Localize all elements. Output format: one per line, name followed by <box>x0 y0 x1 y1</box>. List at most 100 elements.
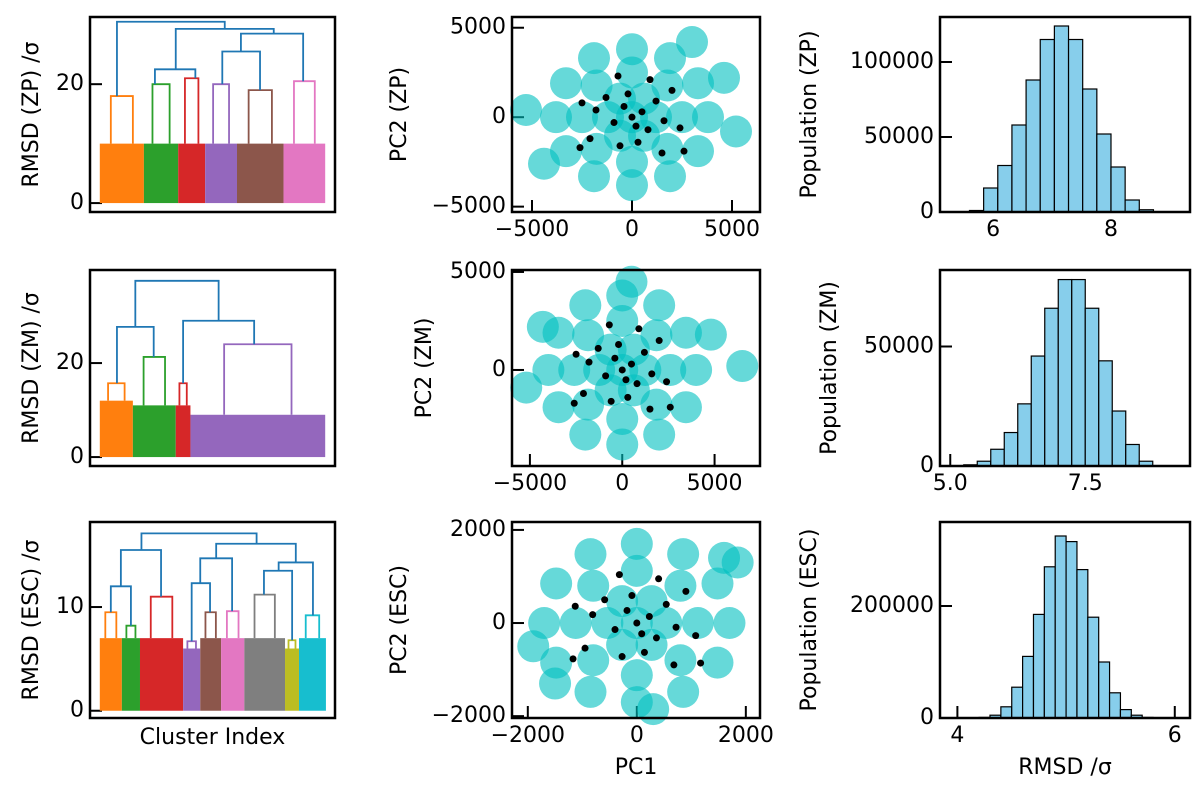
point <box>510 94 542 127</box>
x-tick-label: 5000 <box>687 471 743 496</box>
link <box>174 27 275 70</box>
point <box>645 613 653 621</box>
point <box>570 399 578 407</box>
bar <box>1082 88 1098 213</box>
point <box>571 602 579 610</box>
point <box>574 538 607 571</box>
bar <box>1098 360 1113 467</box>
point <box>651 132 684 165</box>
y-axis-label: PC2 (ESC) <box>387 565 412 675</box>
point <box>540 101 572 134</box>
link <box>240 32 305 82</box>
point <box>667 538 700 571</box>
point <box>658 149 666 157</box>
point <box>602 372 610 380</box>
point <box>616 169 648 202</box>
point <box>648 370 656 378</box>
x-tick-label: 6 <box>1168 723 1182 748</box>
point <box>620 554 653 587</box>
point <box>632 122 640 130</box>
point <box>637 693 670 726</box>
x-tick-label: 5.0 <box>933 471 968 496</box>
link <box>134 279 220 327</box>
y-axis-label: Population (ZM) <box>817 281 842 455</box>
point <box>572 350 580 358</box>
leaf-block <box>237 143 284 204</box>
x-tick-label: 0 <box>615 471 629 496</box>
link <box>215 542 297 563</box>
y-tick-label: 0 <box>70 190 84 215</box>
panel: 0 20 RMSD (ZP) /σ <box>19 15 337 215</box>
leaf-block <box>190 414 326 458</box>
y-tick-label: 50000 <box>864 124 934 149</box>
point <box>614 72 622 80</box>
x-tick-label: −5000 <box>493 471 567 496</box>
point <box>605 321 613 329</box>
point <box>528 147 560 180</box>
y-tick-label: 0 <box>492 610 506 635</box>
point <box>589 611 597 619</box>
leaf-block <box>99 400 133 458</box>
bar <box>1025 79 1041 213</box>
leaf-block <box>132 405 176 458</box>
point <box>646 76 654 84</box>
y-tick-label: 20 <box>56 350 84 375</box>
point <box>669 391 702 424</box>
point <box>664 644 697 677</box>
bar <box>1022 655 1035 719</box>
y-tick-label: 0 <box>70 444 84 469</box>
bar <box>1003 431 1019 467</box>
point <box>577 644 610 677</box>
leaf-block <box>183 648 201 711</box>
bar <box>990 448 1005 467</box>
point <box>532 353 565 386</box>
point <box>620 102 628 110</box>
leaf-block <box>99 638 122 711</box>
cluster-link <box>253 593 276 639</box>
leaf-block <box>99 143 144 204</box>
point <box>634 138 642 146</box>
point <box>618 653 626 661</box>
point <box>643 289 676 322</box>
point <box>574 675 607 708</box>
bar <box>1044 307 1059 467</box>
bar <box>1043 566 1056 719</box>
point <box>623 606 631 614</box>
point <box>720 115 752 148</box>
x-axis-label: Cluster Index <box>140 725 286 750</box>
y-tick-label: 5000 <box>450 15 506 40</box>
point <box>540 567 573 600</box>
point <box>680 147 688 155</box>
point <box>726 350 759 383</box>
point <box>592 106 600 114</box>
point <box>676 124 684 132</box>
cluster-link <box>151 83 171 144</box>
link <box>119 549 162 597</box>
leaf-block <box>121 638 140 711</box>
cluster-link <box>247 89 273 144</box>
link <box>109 585 132 626</box>
bar <box>983 187 999 213</box>
point <box>668 86 676 94</box>
point <box>566 101 598 134</box>
cluster-link <box>212 83 230 144</box>
point <box>681 607 714 640</box>
bar <box>1000 706 1013 719</box>
y-tick-label: 0 <box>70 698 84 723</box>
point <box>676 26 708 59</box>
cluster-link <box>104 611 118 639</box>
axes-frame <box>88 15 337 214</box>
y-tick-label: 0 <box>920 199 934 224</box>
x-tick-label: 7.5 <box>1068 471 1103 496</box>
bar <box>1053 25 1070 213</box>
point <box>654 160 686 193</box>
point <box>594 344 602 352</box>
point <box>697 659 705 667</box>
y-tick-label: 0 <box>920 453 934 478</box>
point <box>616 142 624 150</box>
point <box>635 325 643 333</box>
axes-frame <box>938 520 1192 720</box>
leaf-block <box>139 638 184 711</box>
cluster-link <box>304 614 321 639</box>
bar <box>1067 38 1084 213</box>
